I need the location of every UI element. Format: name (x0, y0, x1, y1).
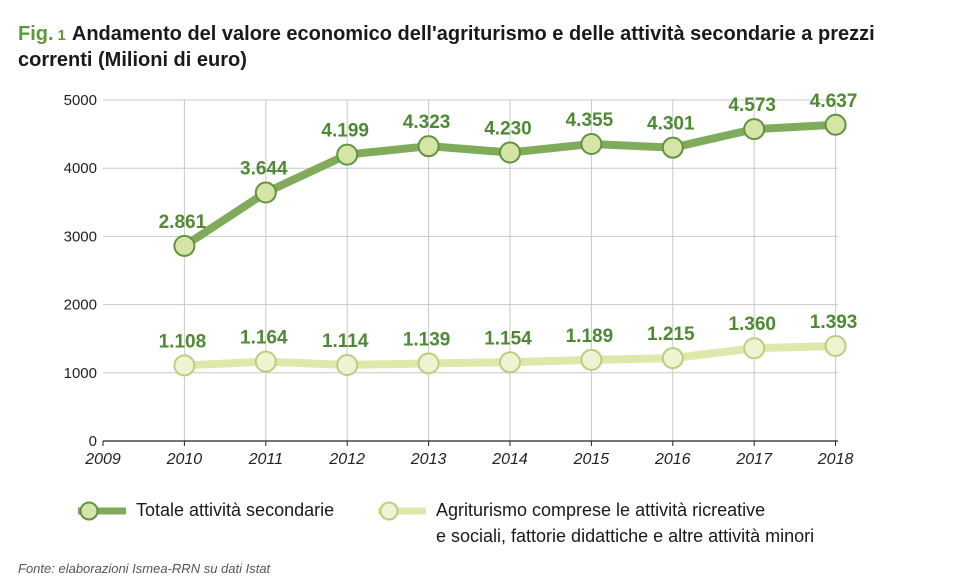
series-2-data-label: 1.215 (647, 324, 695, 345)
series-2-data-label: 1.154 (484, 328, 532, 349)
series-2-data-label: 1.189 (566, 326, 614, 347)
series-2-data-label: 1.108 (159, 331, 207, 352)
series-2-point (824, 334, 847, 357)
x-tick-label: 2015 (573, 451, 610, 468)
y-tick-label: 0 (89, 433, 97, 450)
series-1-point (417, 135, 440, 158)
figure-prefix: Fig. (18, 23, 54, 45)
legend-label-agriturismo-line2: e sociali, fattorie didattiche e altre a… (436, 526, 815, 546)
series-1-point (824, 113, 847, 136)
series-2-data-label: 1.114 (322, 331, 369, 352)
source-note: Fonte: elaborazioni Ismea-RRN su dati Is… (18, 561, 271, 576)
x-tick-label: 2018 (817, 451, 854, 468)
series-2-point (254, 350, 277, 373)
series-1-data-label: 4.301 (647, 114, 695, 135)
series-1-point (661, 136, 684, 159)
y-tick-label: 4000 (64, 160, 97, 177)
series-1-data-label: 4.355 (566, 110, 614, 131)
series-1-data-label: 3.644 (240, 158, 288, 179)
legend-label-totale: Totale attività secondarie (136, 500, 335, 520)
legend-swatch-agriturismo (378, 501, 426, 521)
y-tick-label: 2000 (64, 297, 97, 314)
series-2-data-label: 1.393 (810, 312, 858, 333)
series-2-point (661, 347, 684, 370)
x-tick-label: 2014 (491, 451, 528, 468)
series-1-data-label: 4.323 (403, 112, 451, 133)
series-2-point (173, 354, 196, 377)
x-tick-label: 2017 (735, 451, 773, 468)
series-2-point (498, 351, 521, 374)
series-1-point (743, 118, 766, 141)
y-tick-label: 5000 (64, 92, 97, 109)
series-1-data-label: 4.199 (321, 121, 369, 142)
series-2-data-label: 1.360 (728, 314, 776, 335)
series-1-data-label: 2.861 (159, 212, 207, 233)
series-1-point (580, 132, 603, 155)
series-2-point (417, 352, 440, 375)
legend-label-agriturismo-line1: Agriturismo comprese le attività ricreat… (436, 500, 766, 520)
series-2-point (743, 337, 766, 360)
series-2-data-label: 1.164 (240, 328, 288, 349)
series-2-point (336, 354, 359, 377)
series-1-point (336, 143, 359, 166)
series-1-point (173, 234, 196, 257)
x-tick-label: 2013 (410, 451, 447, 468)
chart-title-text: Andamento del valore economico dell'agri… (18, 23, 875, 71)
x-tick-label: 2010 (166, 451, 203, 468)
y-tick-label: 1000 (64, 365, 97, 382)
chart-title: Fig. 1 Andamento del valore economico dell… (18, 22, 948, 73)
series-2-data-label: 1.139 (403, 329, 451, 350)
x-tick-label: 2011 (248, 451, 283, 468)
figure-number: 1 (57, 27, 66, 44)
legend-swatch-totale (78, 501, 126, 521)
series-2-point (580, 348, 603, 371)
x-tick-label: 2012 (328, 451, 365, 468)
y-tick-label: 3000 (64, 228, 97, 245)
series-1-point (254, 181, 277, 204)
series-1-data-label: 4.230 (484, 119, 532, 140)
series-1-point (498, 141, 521, 164)
x-tick-label: 2009 (84, 451, 121, 468)
x-tick-label: 2016 (654, 451, 691, 468)
series-1-data-label: 4.637 (810, 91, 858, 112)
series-1-data-label: 4.573 (728, 95, 776, 116)
legend-label-agriturismo: Agriturismo comprese le attività ricreat… (436, 497, 814, 549)
